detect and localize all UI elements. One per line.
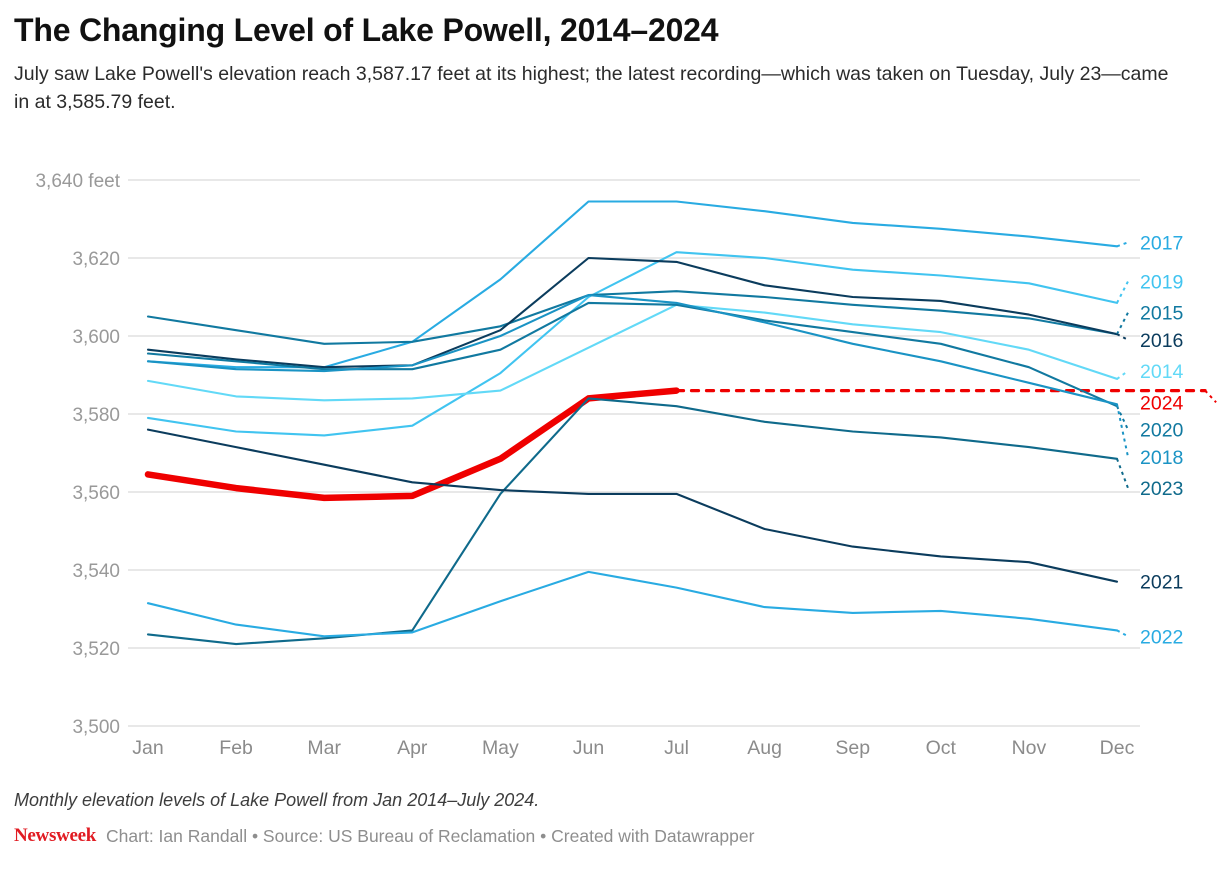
y-axis-tick-label: 3,640 feet (35, 171, 120, 192)
series-line-2020[interactable] (146, 301, 1119, 408)
series-line-2014[interactable] (146, 303, 1119, 402)
x-axis-label-nov: Nov (1012, 737, 1047, 759)
series-label-2015[interactable]: 2015 (1140, 303, 1184, 325)
footer-credit-row: Newsweek Chart: Ian Randall • Source: US… (14, 825, 1204, 847)
x-axis-label-jul: Jul (664, 737, 689, 759)
x-axis-label-aug: Aug (747, 737, 782, 759)
chart-footer: Monthly elevation levels of Lake Powell … (14, 788, 1204, 846)
x-axis-label-sep: Sep (835, 737, 870, 759)
footer-credit: Chart: Ian Randall • Source: US Bureau o… (106, 826, 755, 846)
newsweek-logo: Newsweek (14, 825, 97, 846)
y-axis-tick-label: 3,560 (72, 483, 120, 504)
x-axis-label-oct: Oct (926, 737, 957, 759)
leader-line-2022 (1116, 629, 1129, 638)
leader-line-2019 (1116, 280, 1129, 304)
y-axis-tick-label: 3,540 (72, 561, 120, 582)
series-label-2022[interactable]: 2022 (1140, 626, 1183, 648)
series-label-2020[interactable]: 2020 (1140, 420, 1184, 442)
line-chart-svg: 3,500 3,520 3,540 3,560 3,580 3,600 3,620 3,640… (35, 171, 1217, 759)
footer-note: Monthly elevation levels of Lake Powell … (14, 790, 540, 810)
series-label-2014[interactable]: 2014 (1140, 361, 1184, 383)
x-axis-label-may: May (482, 737, 519, 759)
series-label-2016[interactable]: 2016 (1140, 330, 1183, 352)
series-line-2023[interactable] (146, 397, 1119, 646)
leader-line-2024 (1204, 389, 1217, 403)
chart-header: The Changing Level of Lake Powell, 2014–… (14, 10, 1194, 116)
series-label-2019[interactable]: 2019 (1140, 271, 1183, 293)
series-end-labels-group: 2017 2019 2015 2016 2014 2024 2020 2018 2023 2021… (1140, 232, 1184, 648)
series-line-2022[interactable] (146, 570, 1119, 638)
series-label-2018[interactable]: 2018 (1140, 447, 1183, 469)
leader-line-2016 (1116, 333, 1129, 341)
x-axis-label-mar: Mar (307, 737, 341, 759)
leader-line-2020 (1116, 405, 1129, 431)
series-line-2016[interactable] (146, 256, 1119, 369)
series-label-2017[interactable]: 2017 (1140, 232, 1183, 254)
series-label-2023[interactable]: 2023 (1140, 478, 1183, 500)
series-line-2018[interactable] (146, 294, 1119, 406)
leader-line-2015 (1116, 312, 1129, 335)
x-axis-label-jan: Jan (132, 737, 163, 759)
series-line-2019[interactable] (146, 251, 1119, 437)
series-lines-group (144, 200, 1207, 646)
leader-line-2018 (1116, 404, 1129, 458)
y-axis-tick-label: 3,520 (72, 639, 120, 660)
gridlines-group (128, 179, 1140, 727)
series-line-2021[interactable] (146, 428, 1119, 583)
series-label-2021[interactable]: 2021 (1140, 572, 1183, 594)
x-axis-label-apr: Apr (397, 737, 428, 759)
leader-line-2014 (1116, 370, 1129, 380)
x-axis-month-labels: Jan Feb Mar Apr May Jun Jul Aug Sep Oct Nov Dec (132, 737, 1134, 759)
y-axis-tick-label: 3,600 (72, 327, 120, 348)
page-title: The Changing Level of Lake Powell, 2014–… (14, 12, 719, 48)
y-axis-tick-label: 3,580 (72, 405, 120, 426)
x-axis-label-dec: Dec (1100, 737, 1135, 759)
chart-plot-area: 3,500 3,520 3,540 3,560 3,580 3,600 3,620 3,640… (0, 160, 1220, 760)
series-line-2017[interactable] (146, 200, 1119, 369)
x-axis-label-jun: Jun (573, 737, 604, 759)
leader-line-2023 (1116, 458, 1129, 489)
x-axis-label-feb: Feb (219, 737, 253, 759)
series-label-2024[interactable]: 2024 (1140, 392, 1184, 414)
y-axis-tick-labels: 3,500 3,520 3,540 3,560 3,580 3,600 3,620 3,640… (35, 171, 120, 738)
leader-line-2017 (1116, 241, 1129, 248)
y-axis-tick-label: 3,500 (72, 717, 120, 738)
series-line-2015[interactable] (146, 290, 1119, 345)
chart-subtitle: July saw Lake Powell's elevation reach 3… (14, 63, 1169, 113)
label-leader-lines-group (1116, 241, 1217, 638)
y-axis-tick-label: 3,620 (72, 249, 120, 270)
